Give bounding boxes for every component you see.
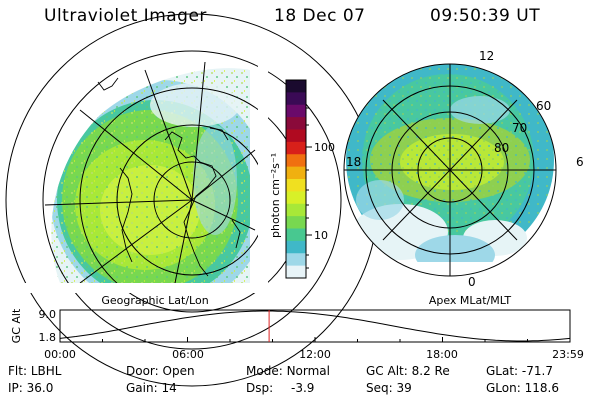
time-label: 09:50:39 UT	[430, 6, 541, 26]
status-glat: GLat: -71.7	[486, 364, 553, 378]
mlt-label-12: 12	[479, 49, 494, 63]
alt-xtick-4: 23:59	[552, 348, 584, 361]
mlt-label-6: 6	[576, 155, 584, 169]
colorbar-band	[286, 179, 306, 192]
status-gain: Gain: 14	[126, 381, 177, 395]
colorbar: 100 10 photon cm⁻²s⁻¹	[269, 79, 335, 279]
status-seq: Seq: 39	[366, 381, 412, 395]
colorbar-band	[286, 240, 306, 254]
colorbar-band	[286, 228, 306, 242]
status-dsp: Dsp: -3.9	[246, 381, 315, 395]
mlt-label-18: 18	[346, 155, 361, 169]
colorbar-band	[286, 166, 306, 180]
geographic-caption: Geographic Lat/Lon	[101, 294, 208, 307]
colorbar-band	[286, 253, 306, 267]
colorbar-band	[286, 265, 306, 279]
altitude-curve	[59, 310, 571, 342]
instrument-title: Ultraviolet Imager	[44, 6, 207, 26]
colorbar-band	[286, 216, 306, 229]
status-flt: Flt: LBHL	[8, 364, 62, 378]
altitude-plot: 9.0 1.8 GC Alt 00:00 06:00 12:00 18:00 2…	[10, 308, 584, 361]
colorbar-band	[286, 129, 306, 143]
status-gc-alt: GC Alt: 8.2 Re	[366, 364, 450, 378]
alt-ytick-high: 9.0	[39, 308, 57, 321]
status-door: Door: Open	[126, 364, 195, 378]
colorbar-tick-100: 100	[314, 141, 335, 154]
status-mode: Mode: Normal	[246, 364, 330, 378]
date-label: 18 Dec 07	[274, 6, 366, 26]
mlat-label-80: 80	[494, 141, 509, 155]
colorbar-band	[286, 117, 306, 130]
mlat-label-60: 60	[536, 99, 551, 113]
status-ip: IP: 36.0	[8, 381, 54, 395]
alt-xtick-2: 12:00	[299, 348, 331, 361]
colorbar-tick-10: 10	[314, 229, 328, 242]
mlt-label-0: 0	[468, 275, 476, 289]
colorbar-band	[286, 92, 306, 106]
mlat-label-70: 70	[512, 121, 527, 135]
colorbar-band	[286, 154, 306, 168]
alt-xtick-0: 00:00	[44, 348, 76, 361]
colorbar-band	[286, 104, 306, 118]
magnetic-polar-map: 12 18 6 0 60 70 80	[343, 49, 584, 289]
geographic-map	[0, 13, 379, 387]
colorbar-band	[286, 191, 306, 205]
colorbar-band	[286, 80, 306, 93]
colorbar-unit-label: photon cm⁻²s⁻¹	[269, 153, 282, 238]
alt-xtick-1: 06:00	[172, 348, 204, 361]
apex-caption: Apex MLat/MLT	[429, 294, 512, 307]
alt-ylabel: GC Alt	[10, 308, 23, 343]
alt-xtick-3: 18:00	[426, 348, 458, 361]
colorbar-band	[286, 203, 306, 217]
colorbar-band	[286, 141, 306, 155]
status-glon: GLon: 118.6	[486, 381, 559, 395]
alt-ytick-low: 1.8	[39, 331, 57, 344]
